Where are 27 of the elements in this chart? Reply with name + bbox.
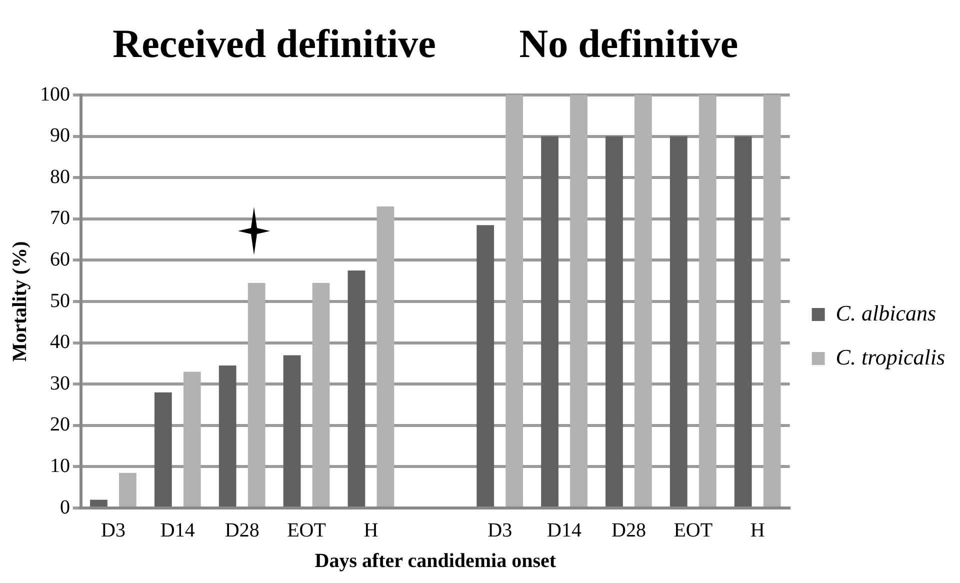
- y-tick-label: 70: [50, 207, 70, 230]
- y-tick-label: 40: [50, 331, 70, 354]
- y-tick-label: 30: [50, 372, 70, 394]
- x-tick-label: D28: [611, 519, 646, 542]
- x-tick-label: D14: [547, 519, 582, 542]
- legend-label: C. tropicalis: [836, 344, 946, 370]
- x-tick-label: EOT: [674, 519, 713, 542]
- y-tick-label: 20: [50, 414, 70, 436]
- x-axis-title: Days after candidemia onset: [314, 550, 556, 572]
- text: No definitive: [519, 21, 738, 66]
- x-tick-label: EOT: [287, 519, 326, 542]
- x-tick-label: D28: [224, 519, 260, 542]
- x-tick-label: D3: [488, 519, 512, 542]
- y-tick-label: 100: [40, 83, 70, 106]
- x-tick-label: H: [364, 519, 378, 542]
- x-tick-label: H: [750, 519, 765, 542]
- y-tick-label: 0: [60, 496, 70, 518]
- x-tick-label: D14: [160, 519, 195, 542]
- x-tick-label: D3: [100, 519, 126, 542]
- y-tick-label: 50: [50, 290, 70, 312]
- y-tick-label: 90: [50, 124, 70, 147]
- text: Received definitive: [112, 21, 436, 66]
- y-tick-label: 60: [50, 248, 70, 270]
- y-tick-label: 10: [50, 454, 70, 477]
- y-axis-title: Mortality (%): [9, 241, 32, 362]
- legend-label: C. albicans: [836, 300, 936, 326]
- y-tick-label: 80: [50, 166, 70, 188]
